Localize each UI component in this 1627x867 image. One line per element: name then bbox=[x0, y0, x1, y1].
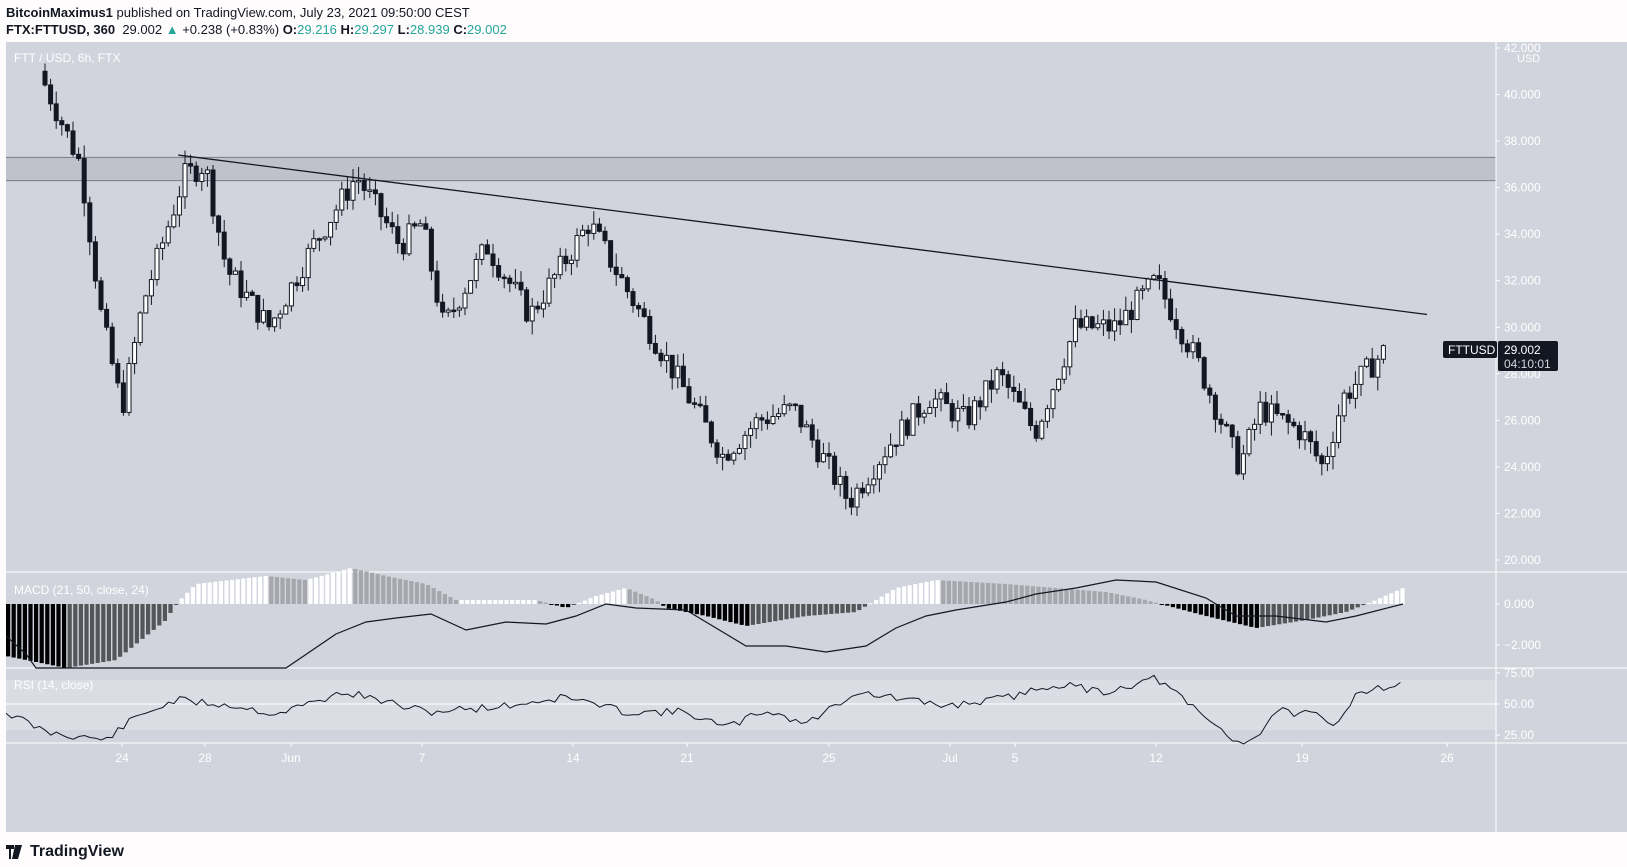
svg-text:32.000: 32.000 bbox=[1504, 274, 1541, 288]
last-price: 29.002 bbox=[122, 22, 163, 37]
price-tag: 29.002 04:10:01 bbox=[1498, 341, 1558, 371]
svg-text:Jul: Jul bbox=[942, 751, 957, 765]
candlestick-chart[interactable]: 42.000 40.000 38.000 36.000 34.000 32.000 30.0… bbox=[6, 42, 1627, 832]
svg-text:5: 5 bbox=[1012, 751, 1019, 765]
svg-text:30.000: 30.000 bbox=[1504, 320, 1541, 334]
svg-text:28: 28 bbox=[198, 751, 212, 765]
svg-text:38.000: 38.000 bbox=[1504, 134, 1541, 148]
svg-text:36.000: 36.000 bbox=[1504, 181, 1541, 195]
svg-text:26: 26 bbox=[1440, 751, 1454, 765]
svg-text:19: 19 bbox=[1295, 751, 1309, 765]
price-change: +0.238 (+0.83%) bbox=[182, 22, 280, 37]
author-name[interactable]: BitcoinMaximus1 bbox=[6, 5, 113, 20]
brand-name: TradingView bbox=[30, 843, 124, 860]
open-label: O: bbox=[282, 22, 298, 37]
svg-text:21: 21 bbox=[680, 751, 694, 765]
svg-text:24.000: 24.000 bbox=[1504, 460, 1541, 474]
svg-text:14: 14 bbox=[566, 751, 580, 765]
svg-text:−2.000: −2.000 bbox=[1504, 638, 1541, 652]
svg-text:25.00: 25.00 bbox=[1504, 728, 1534, 742]
svg-text:25: 25 bbox=[822, 751, 836, 765]
svg-text:0.000: 0.000 bbox=[1504, 597, 1534, 611]
indicator-panes bbox=[6, 568, 1627, 745]
trendline[interactable] bbox=[178, 154, 1428, 316]
high-value: 29.297 bbox=[354, 22, 395, 37]
symbol-name: FTX:FTTUSD, 360 bbox=[6, 22, 116, 37]
svg-text:26.000: 26.000 bbox=[1504, 413, 1541, 427]
time-axis[interactable]: 24 28 Jun 7 14 21 25 Jul 5 12 19 26 bbox=[115, 743, 1454, 765]
symbol-tag: FTTUSD bbox=[1443, 341, 1497, 358]
svg-text:42.000: 42.000 bbox=[1504, 42, 1541, 55]
open-value: 29.216 bbox=[297, 22, 337, 37]
up-arrow-icon: ▲ bbox=[165, 22, 179, 37]
resistance-zone bbox=[6, 156, 1496, 182]
svg-text:75.00: 75.00 bbox=[1504, 666, 1534, 680]
svg-text:7: 7 bbox=[419, 751, 426, 765]
high-label: H: bbox=[340, 22, 355, 37]
svg-text:20.000: 20.000 bbox=[1504, 553, 1541, 567]
chart-watermark: FTT / USD, 6h, FTX bbox=[14, 51, 120, 65]
tradingview-logo-icon bbox=[6, 845, 22, 859]
close-label: C: bbox=[453, 22, 468, 37]
chart-frame[interactable]: 42.000 40.000 38.000 36.000 34.000 32.000 30.0… bbox=[6, 42, 1627, 832]
svg-text:50.00: 50.00 bbox=[1504, 697, 1534, 711]
low-value: 28.939 bbox=[409, 22, 450, 37]
published-text: published on TradingView.com, July 23, 2… bbox=[116, 5, 470, 20]
svg-text:40.000: 40.000 bbox=[1504, 88, 1541, 102]
low-label: L: bbox=[397, 22, 410, 37]
bar-countdown: 04:10:01 bbox=[1504, 357, 1551, 371]
svg-text:FTTUSD: FTTUSD bbox=[1448, 343, 1496, 357]
rsi-label: RSI (14, close) bbox=[14, 678, 93, 692]
tradingview-logo[interactable]: TradingView bbox=[6, 843, 124, 861]
svg-text:12: 12 bbox=[1149, 751, 1163, 765]
svg-text:Jun: Jun bbox=[281, 751, 300, 765]
publish-info: BitcoinMaximus1 published on TradingView… bbox=[6, 5, 470, 20]
svg-text:22.000: 22.000 bbox=[1504, 506, 1541, 520]
svg-text:29.002: 29.002 bbox=[1504, 343, 1541, 357]
currency-label: USD bbox=[1517, 53, 1540, 65]
symbol-legend: FTX:FTTUSD, 360 29.002 ▲ +0.238 (+0.83%)… bbox=[6, 22, 507, 37]
close-value: 29.002 bbox=[467, 22, 507, 37]
svg-text:34.000: 34.000 bbox=[1504, 227, 1541, 241]
candles bbox=[42, 63, 1386, 516]
macd-label: MACD (21, 50, close, 24) bbox=[14, 583, 149, 597]
svg-text:24: 24 bbox=[115, 751, 129, 765]
